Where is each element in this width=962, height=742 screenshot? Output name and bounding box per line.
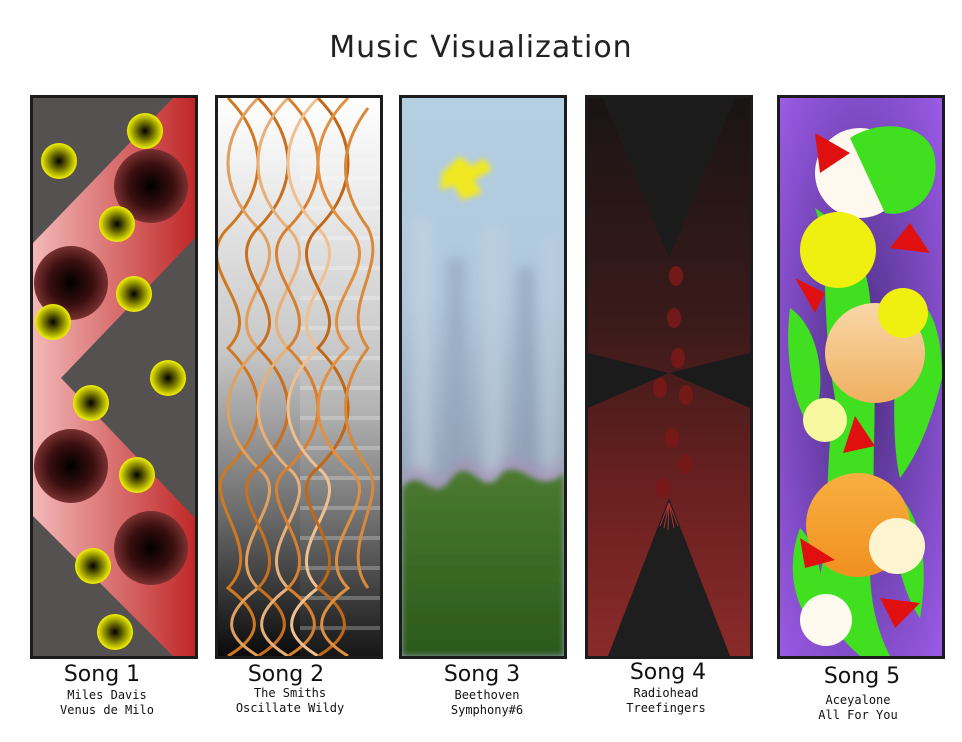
page-title: Music Visualization [329,30,633,65]
song-5-track: All For You [818,708,898,722]
song-2-track: Oscillate Wildy [235,701,345,715]
song-4-artist: Radiohead [633,686,699,700]
song-5-label: Song 5 [823,664,901,689]
song-1-label: Song 1 [63,662,141,687]
visualization-panel-song-5 [777,95,945,659]
song-3-artist: Beethoven [454,688,520,702]
visualization-panel-song-3 [399,95,567,659]
song-2-label: Song 2 [247,662,325,687]
song-3-track: Symphony#6 [450,703,524,717]
song-1-track: Venus de Milo [60,703,154,717]
song-3-label: Song 3 [443,662,521,687]
visualization-panel-song-2 [215,95,383,659]
song-4-label: Song 4 [629,660,707,685]
visualization-panel-song-4 [585,95,753,659]
song-4-track: Treefingers [626,701,706,715]
song-1-artist: Miles Davis [67,688,147,702]
song-2-artist: The Smiths [253,686,327,700]
song-5-artist: Aceyalone [825,693,891,707]
visualization-panel-song-1 [30,95,198,659]
